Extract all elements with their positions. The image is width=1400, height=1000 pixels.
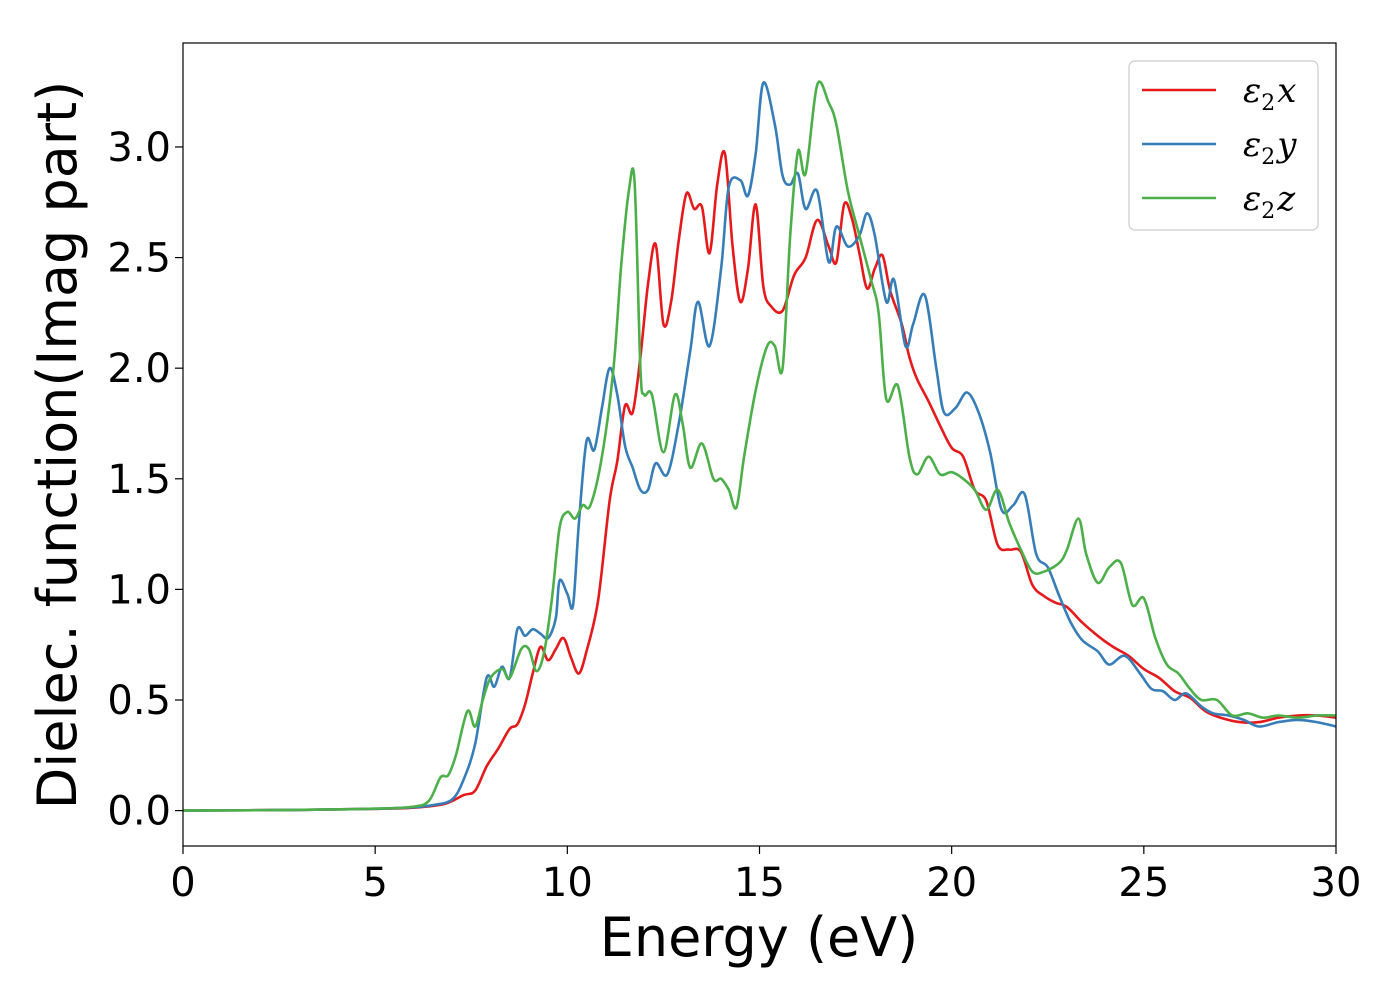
x-tick-label: 0 [170,860,195,906]
y-tick-label: 3.0 [107,125,171,171]
legend-label-z: ε2z [1243,179,1296,224]
x-axis-title: Energy (eV) [600,906,919,969]
x-tick-label: 5 [362,860,387,906]
y-axis: 0.0 0.5 1.0 1.5 2.0 2.5 3.0 [107,125,183,835]
y-tick-label: 0.0 [107,789,171,835]
y-tick-label: 2.0 [107,346,171,392]
x-tick-label: 15 [734,860,785,906]
y-axis-title: Dielec. function(Imag part) [26,81,89,810]
x-tick-label: 30 [1311,860,1362,906]
y-tick-label: 1.0 [107,567,171,613]
legend-label-x: ε2x [1243,71,1296,116]
legend: ε2x ε2y ε2z [1128,60,1319,231]
x-tick-label: 10 [542,860,593,906]
y-tick-label: 1.5 [107,457,171,503]
series-line-x [183,149,1336,812]
y-tick-label: 0.5 [107,678,171,724]
series-line-y [183,81,1336,812]
series-layer [183,80,1336,812]
y-tick-label: 2.5 [107,236,171,282]
x-axis: 0 5 10 15 20 25 30 [170,846,1361,906]
legend-box [1128,60,1319,231]
x-tick-label: 25 [1118,860,1169,906]
legend-label-y: ε2y [1243,125,1297,170]
x-tick-label: 20 [926,860,977,906]
series-line-z [183,80,1336,812]
